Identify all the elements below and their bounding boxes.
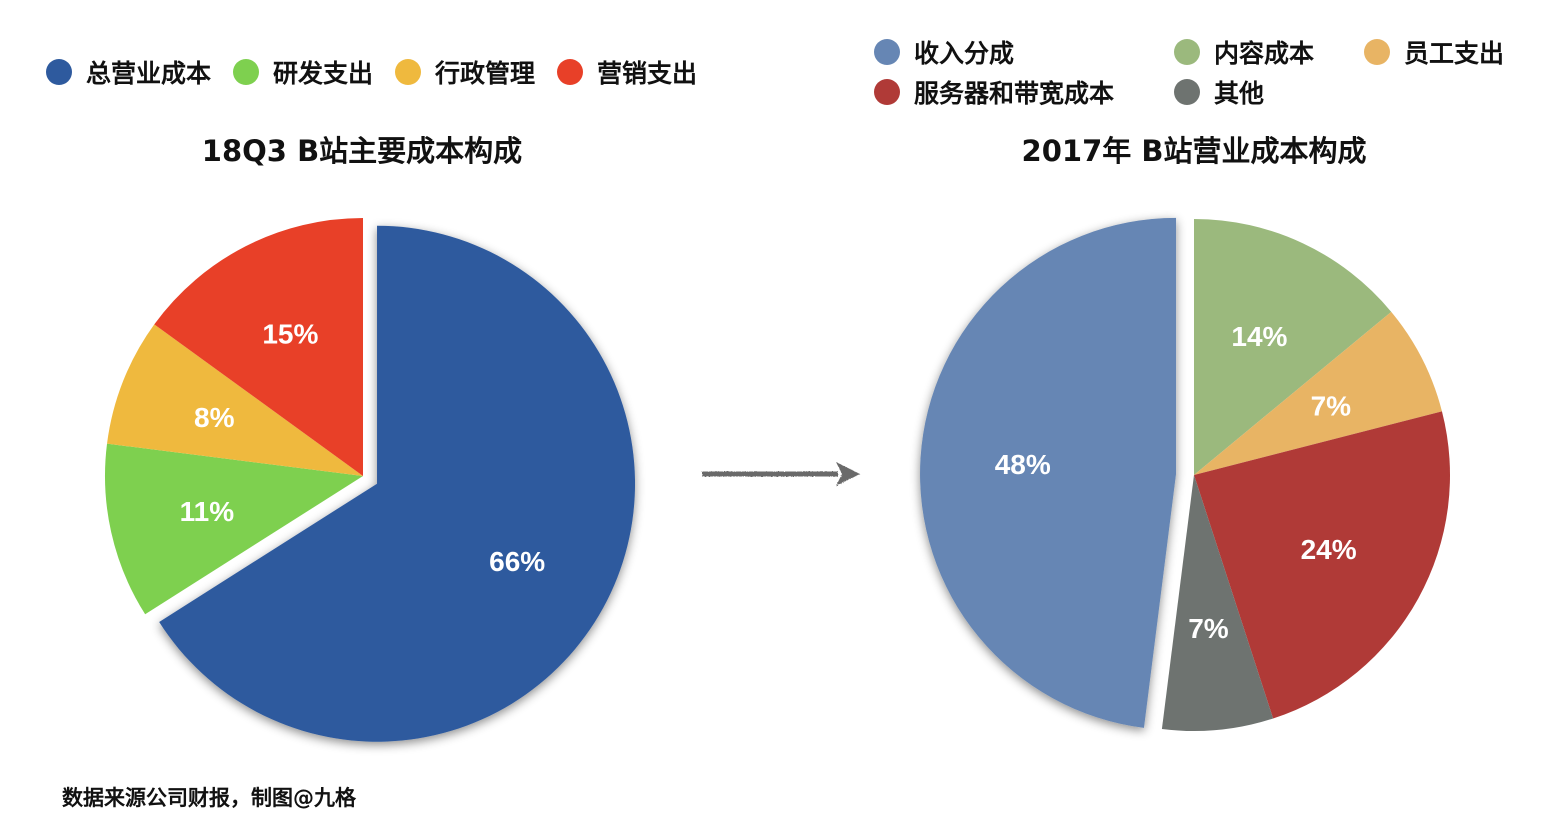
legend-label: 营销支出	[597, 59, 698, 88]
legend-item-marketing: 营销支出	[557, 54, 697, 90]
legend-label: 总营业成本	[86, 59, 212, 88]
legend-item-admin: 行政管理	[395, 54, 535, 90]
legend-item-other: 其他	[1174, 74, 1264, 110]
legend-label: 内容成本	[1214, 39, 1315, 68]
pie-slice	[154, 218, 363, 476]
pie-chart-2017: 14% 7% 24% 7% 48%	[920, 217, 1450, 731]
legend-label: 其他	[1214, 79, 1265, 108]
left-chart-title: 18Q3 B站主要成本构成	[201, 134, 523, 168]
right-arrow-icon	[702, 462, 860, 486]
legend-item-content-cost: 内容成本	[1174, 34, 1314, 70]
legend-swatch	[1174, 39, 1200, 65]
right-chart-title: 2017年 B站营业成本构成	[1021, 134, 1367, 168]
legend-swatch	[233, 59, 260, 85]
pie-slice	[159, 225, 636, 742]
legend-item-revenue-share: 收入分成	[874, 34, 1014, 70]
legend-label: 员工支出	[1404, 39, 1505, 68]
legend-item-total-cost: 总营业成本	[46, 54, 211, 90]
slice-label: 7%	[1311, 390, 1352, 421]
slice-label: 7%	[1188, 613, 1229, 644]
slice-label: 24%	[1301, 534, 1357, 565]
pie-slice	[1194, 311, 1442, 475]
legend-swatch	[874, 39, 900, 65]
pie-slice	[1194, 219, 1392, 475]
legend-swatch	[874, 79, 900, 105]
legend-swatch	[1364, 39, 1390, 65]
slice-label: 8%	[194, 402, 235, 433]
legend-item-server-cost: 服务器和带宽成本	[874, 74, 1114, 110]
slice-label: 14%	[1231, 321, 1287, 352]
legend-label: 研发支出	[273, 59, 374, 88]
legend-swatch	[395, 59, 422, 85]
pie-slice	[107, 324, 363, 476]
legend-label: 收入分成	[914, 39, 1015, 68]
slice-label: 11%	[180, 496, 235, 527]
pie-slice	[105, 443, 363, 615]
legend-swatch	[557, 59, 584, 85]
legend-label: 行政管理	[435, 59, 536, 88]
slice-label: 15%	[262, 318, 318, 349]
slice-label: 66%	[489, 546, 545, 577]
right-legend: 收入分成 内容成本 员工支出 服务器和带宽成本 其他	[874, 34, 1534, 114]
slice-label: 48%	[995, 449, 1051, 480]
legend-item-staff-cost: 员工支出	[1364, 34, 1504, 70]
legend-label: 服务器和带宽成本	[914, 79, 1115, 108]
footer-source: 数据来源公司财报，制图@九格	[62, 786, 356, 810]
legend-item-rd: 研发支出	[233, 54, 373, 90]
pie-slice	[920, 217, 1177, 728]
legend-swatch	[1174, 79, 1200, 105]
pie-slice	[1194, 411, 1450, 719]
pie-slice	[1161, 475, 1274, 731]
left-legend: 总营业成本 研发支出 行政管理 营销支出	[46, 54, 697, 90]
legend-swatch	[46, 59, 72, 85]
pie-chart-18q3: 66% 11% 8% 15%	[105, 218, 636, 742]
